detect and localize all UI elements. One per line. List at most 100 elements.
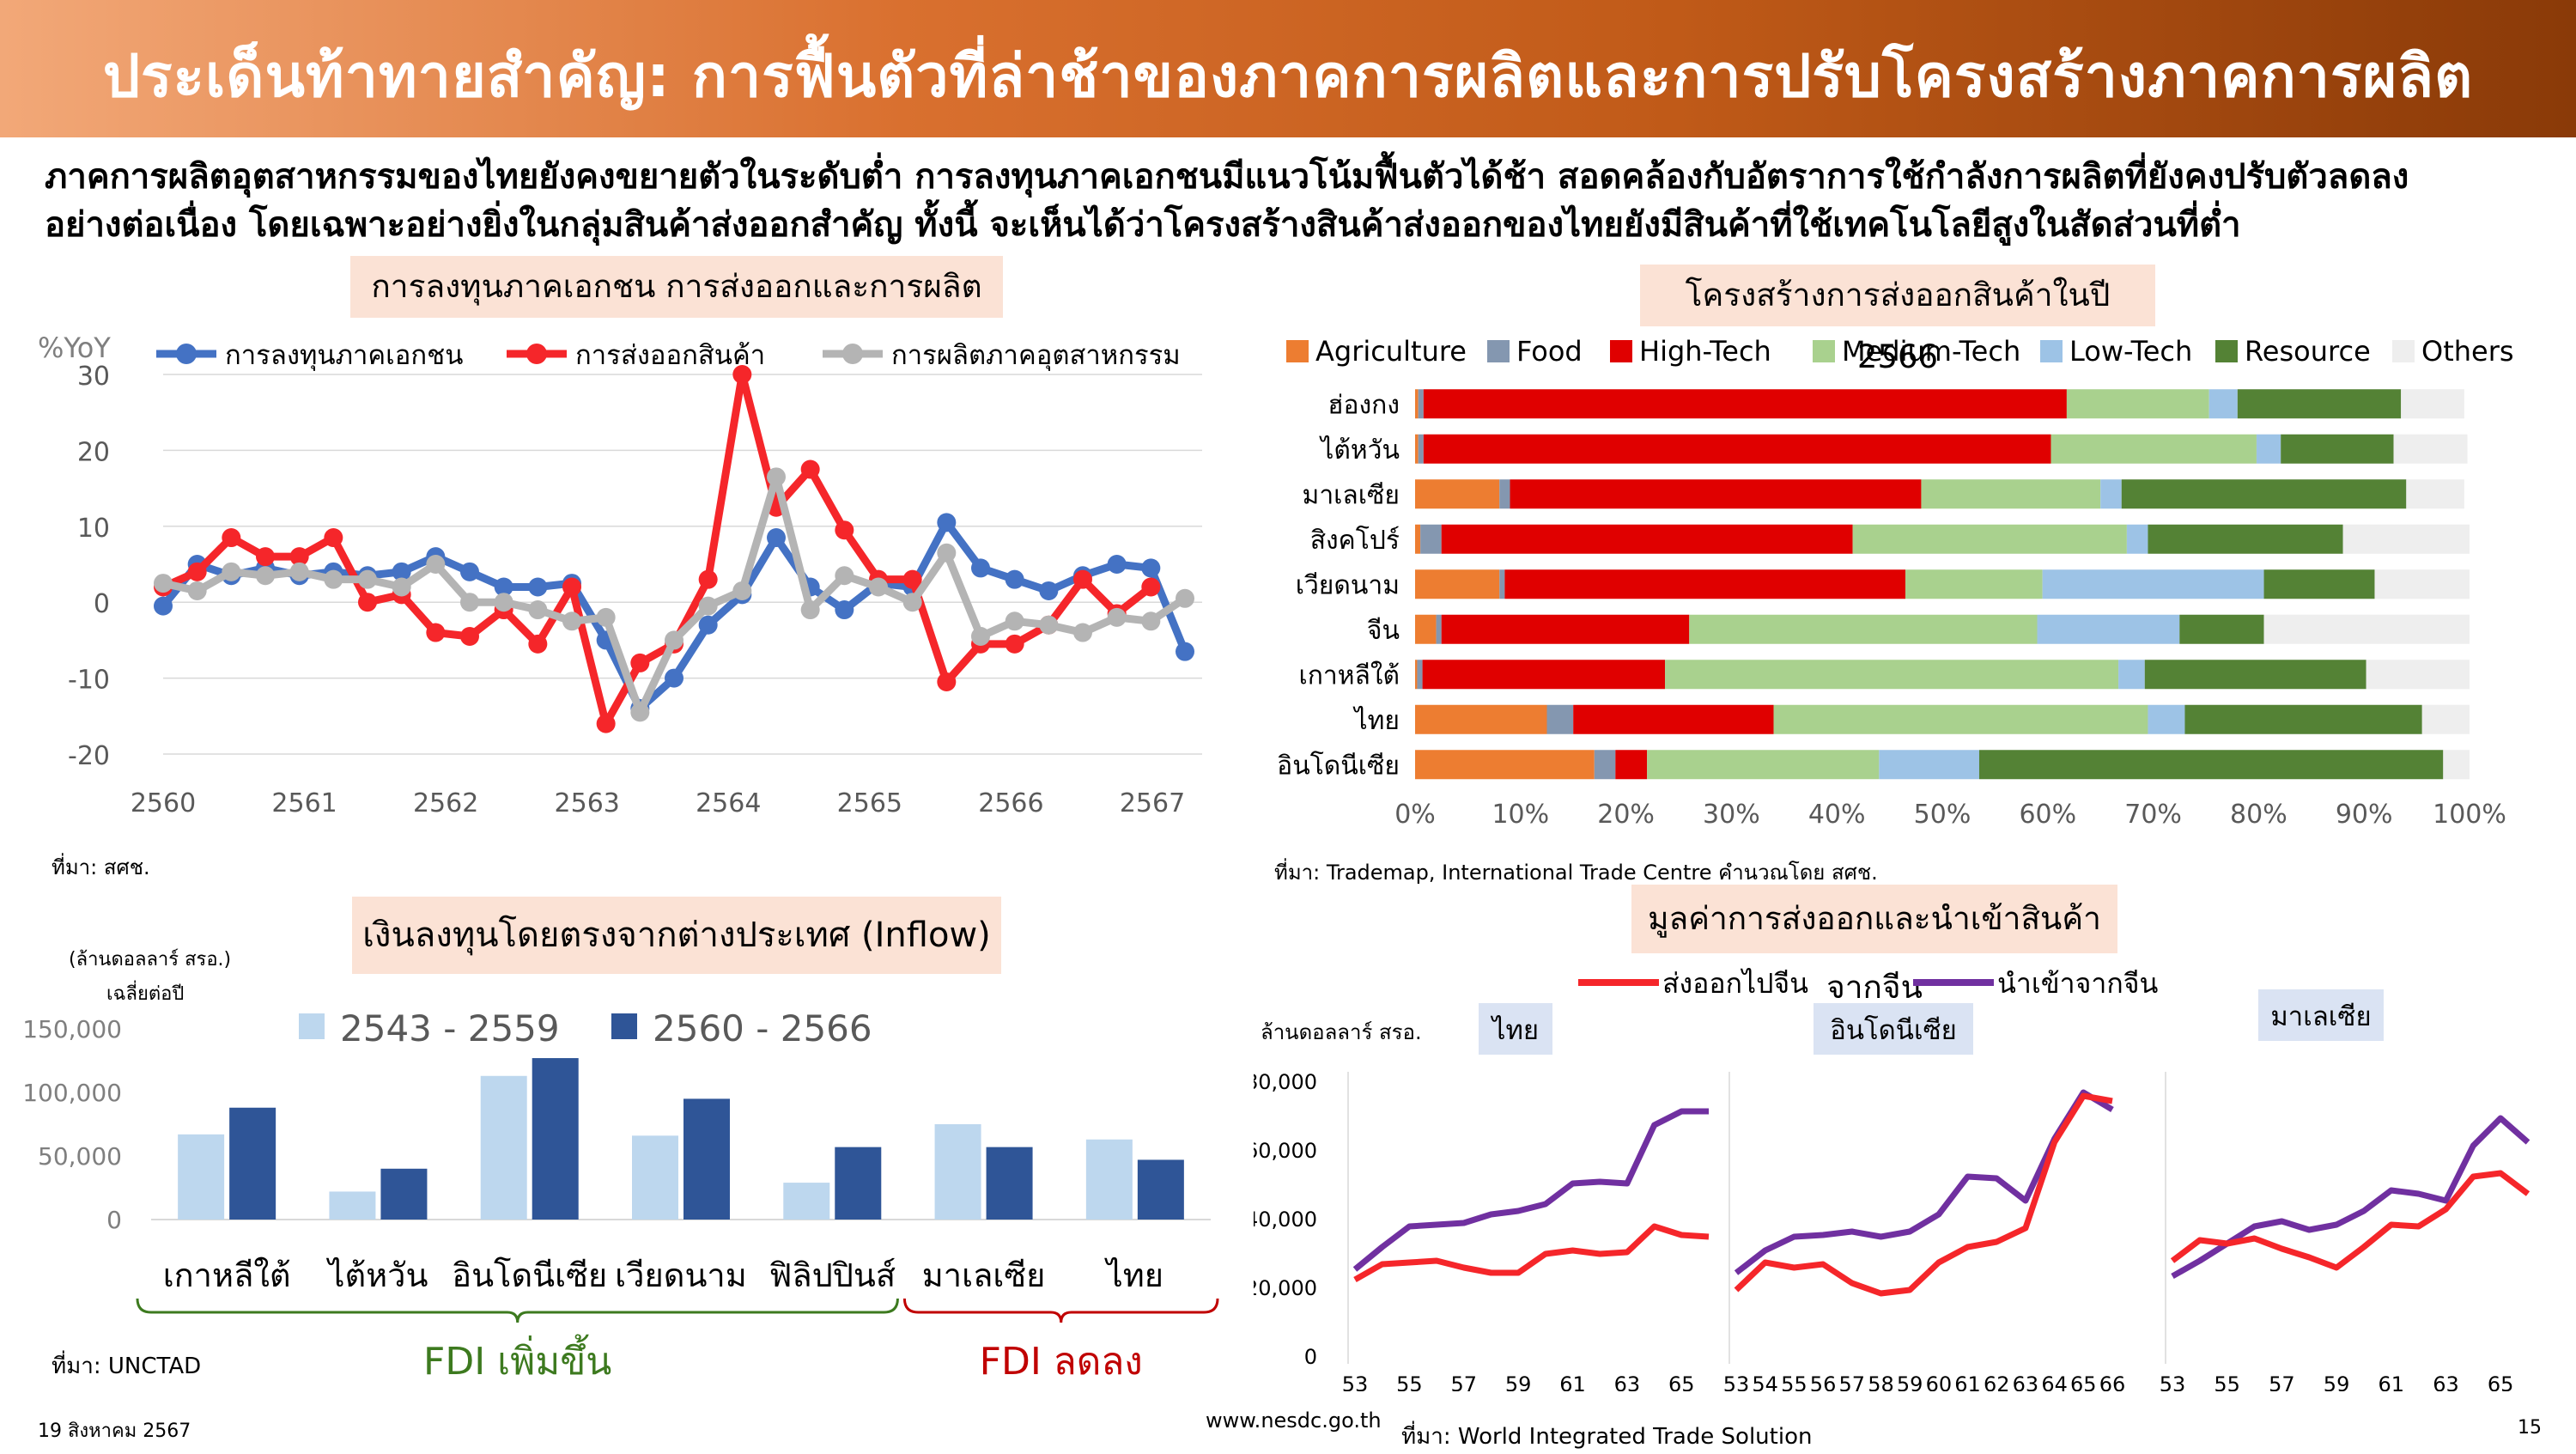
chart2-category-label: อินโดนีเซีย	[1277, 750, 1400, 781]
chart1-point	[937, 543, 957, 563]
chart1-point	[596, 607, 616, 627]
chart2-legend-swatch	[1813, 340, 1835, 362]
chart4-xtick: 55	[2214, 1372, 2240, 1391]
chart2-bar-segment	[2263, 614, 2470, 644]
chart4-panel-label-box	[2258, 989, 2384, 1041]
chart1-xtick: 2563	[555, 788, 620, 818]
chart4-import-line	[2171, 1115, 2530, 1280]
chart4-panel-label-box	[1814, 1003, 1973, 1055]
chart2-xtick: 30%	[1703, 800, 1760, 830]
chart2-legend-label: Agriculture	[1315, 335, 1467, 368]
chart4-xtick: 53	[1723, 1372, 1750, 1391]
chart3-bar	[178, 1134, 225, 1220]
chart1-point	[187, 562, 207, 581]
footer-date: 19 สิงหาคม 2567	[38, 1421, 191, 1442]
chart2-bar-segment	[1510, 479, 1922, 509]
chart1-point	[1141, 611, 1161, 631]
chart4-xtick: 62	[1984, 1372, 2010, 1391]
chart3-bracket-fdi-up	[136, 1298, 899, 1323]
footer-website[interactable]: www.nesdc.go.th	[1206, 1408, 1382, 1433]
chart2-title: โครงสร้างการส่งออกสินค้าในปี 2566	[1640, 265, 2155, 375]
chart1-point	[800, 459, 820, 479]
chart1-point	[937, 513, 957, 532]
chart4-panel-label: มาเลเซีย	[2270, 1001, 2371, 1032]
chart2-bar-segment	[2050, 434, 2257, 464]
chart4-ytick: 80,000	[1254, 1070, 1317, 1094]
chart1-xtick: 2566	[978, 788, 1043, 818]
chart4-import-line	[1734, 1089, 2114, 1275]
chart2-bar-segment	[2179, 614, 2264, 644]
chart2-legend-label: Resource	[2245, 335, 2371, 368]
chart3-category-label: มาเลเซีย	[922, 1256, 1046, 1294]
chart4-xtick: 59	[2324, 1372, 2350, 1391]
chart4-panel-label: อินโดนีเซีย	[1830, 1015, 1957, 1046]
chart2-category-label: ไต้หวัน	[1319, 435, 1400, 465]
chart1-point	[835, 566, 854, 586]
chart3-ytick: 100,000	[22, 1079, 122, 1107]
chart1-xtick: 2567	[1120, 788, 1185, 818]
chart2-bar-segment	[1978, 750, 2444, 780]
chart1-point	[562, 577, 581, 597]
chart4-legend-label-import: นำเข้าจากจีน	[1997, 967, 2158, 1000]
chart1-point	[1176, 588, 1194, 608]
chart2-bar-segment	[1773, 704, 2148, 734]
chart3-bar	[380, 1168, 428, 1220]
chart1-ytick: 20	[77, 437, 110, 467]
chart2-bar-segment	[1499, 569, 1505, 599]
chart3-source: ที่มา: UNCTAD	[52, 1354, 202, 1379]
chart2-legend-label: Low-Tech	[2069, 335, 2192, 368]
chart2-bar-segment	[1504, 569, 1906, 599]
chart4-xtick: 55	[1781, 1372, 1807, 1391]
chart1-point	[154, 596, 173, 616]
chart2-bar-segment	[2121, 479, 2407, 509]
chart3-bar	[934, 1124, 981, 1220]
chart1-point	[187, 581, 207, 600]
chart4-xtick: 55	[1396, 1372, 1423, 1391]
chart1-point	[1039, 615, 1059, 635]
chart4-source: ที่มา: World Integrated Trade Solution	[1401, 1424, 1813, 1450]
chart2-bar-segment	[1879, 750, 1979, 780]
intro-paragraph: ภาคการผลิตอุตสาหกรรมของไทยยังคงขยายตัวใน…	[45, 153, 2552, 249]
chart4-panel-label-box	[1479, 1003, 1552, 1055]
chart1-point	[1141, 558, 1161, 578]
chart2-category-label: มาเลเซีย	[1303, 480, 1400, 510]
chart1-source: ที่มา: สศช.	[52, 855, 150, 879]
chart3-category-label: เวียดนาม	[615, 1256, 747, 1294]
chart2-bar-segment	[2208, 389, 2238, 419]
chart2-bar-segment	[1415, 750, 1595, 780]
chart1-point	[426, 555, 446, 574]
chart2-bar-segment	[2237, 389, 2402, 419]
chart3-bar	[986, 1147, 1033, 1220]
chart4-xtick: 65	[1668, 1372, 1695, 1391]
chart2-category-label: สิงคโปร์	[1310, 525, 1400, 556]
chart4-xtick: 63	[2433, 1372, 2459, 1391]
chart1-point	[1141, 577, 1161, 597]
chart1-point	[835, 600, 854, 620]
chart2-bar-segment	[2042, 569, 2264, 599]
chart2-bar-segment	[1436, 614, 1442, 644]
stacked-bar-export-structure: Agriculture Food High-Tech Medium-Tech Low-T…	[1277, 335, 2513, 830]
chart3-annotation-fdi-up: FDI เพิ่มขึ้น	[423, 1334, 611, 1384]
chart2-xtick: 60%	[2019, 800, 2076, 830]
chart1-xtick: 2562	[413, 788, 478, 818]
chart2-bar-segment	[2281, 434, 2394, 464]
chart1-point	[460, 562, 479, 581]
chart2-bar-segment	[1418, 389, 1424, 419]
chart2-category-label: เวียดนาม	[1296, 570, 1400, 600]
chart1-point	[835, 520, 854, 540]
chart3-legend-swatch	[611, 1013, 637, 1039]
chart2-bar-segment	[1441, 614, 1690, 644]
chart2-legend-swatch	[2215, 340, 2238, 362]
chart2-bar-segment	[1423, 434, 2051, 464]
chart1-ylabel: %YoY	[38, 332, 111, 364]
chart2-xtick: 50%	[1914, 800, 1971, 830]
chart1-point	[222, 528, 241, 548]
chart1-point	[1073, 623, 1092, 642]
chart3-bar	[835, 1147, 882, 1220]
chart2-xtick: 100%	[2433, 800, 2506, 830]
chart1-point	[1073, 569, 1092, 589]
chart1-point	[494, 593, 513, 612]
chart1-xtick: 2561	[271, 788, 337, 818]
chart3-title: เงินลงทุนโดยตรงจากต่างประเทศ (Inflow)	[352, 897, 1001, 974]
chart1-point	[358, 593, 377, 612]
